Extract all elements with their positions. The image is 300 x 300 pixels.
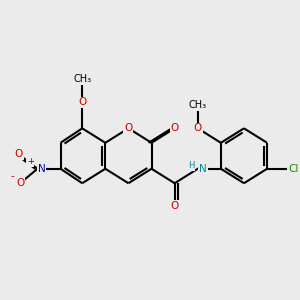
Text: O: O	[16, 178, 24, 188]
Text: Cl: Cl	[288, 164, 298, 174]
Text: O: O	[194, 123, 202, 133]
Text: +: +	[27, 157, 34, 166]
Text: CH₃: CH₃	[73, 74, 91, 84]
Text: O: O	[124, 123, 133, 133]
Text: -: -	[10, 171, 14, 181]
Text: N: N	[38, 164, 46, 174]
Text: CH₃: CH₃	[189, 100, 207, 110]
Text: O: O	[170, 123, 179, 133]
Text: N: N	[199, 164, 207, 174]
Text: O: O	[170, 201, 179, 211]
Text: H: H	[188, 161, 195, 170]
Text: O: O	[14, 149, 23, 159]
Text: O: O	[78, 97, 86, 107]
